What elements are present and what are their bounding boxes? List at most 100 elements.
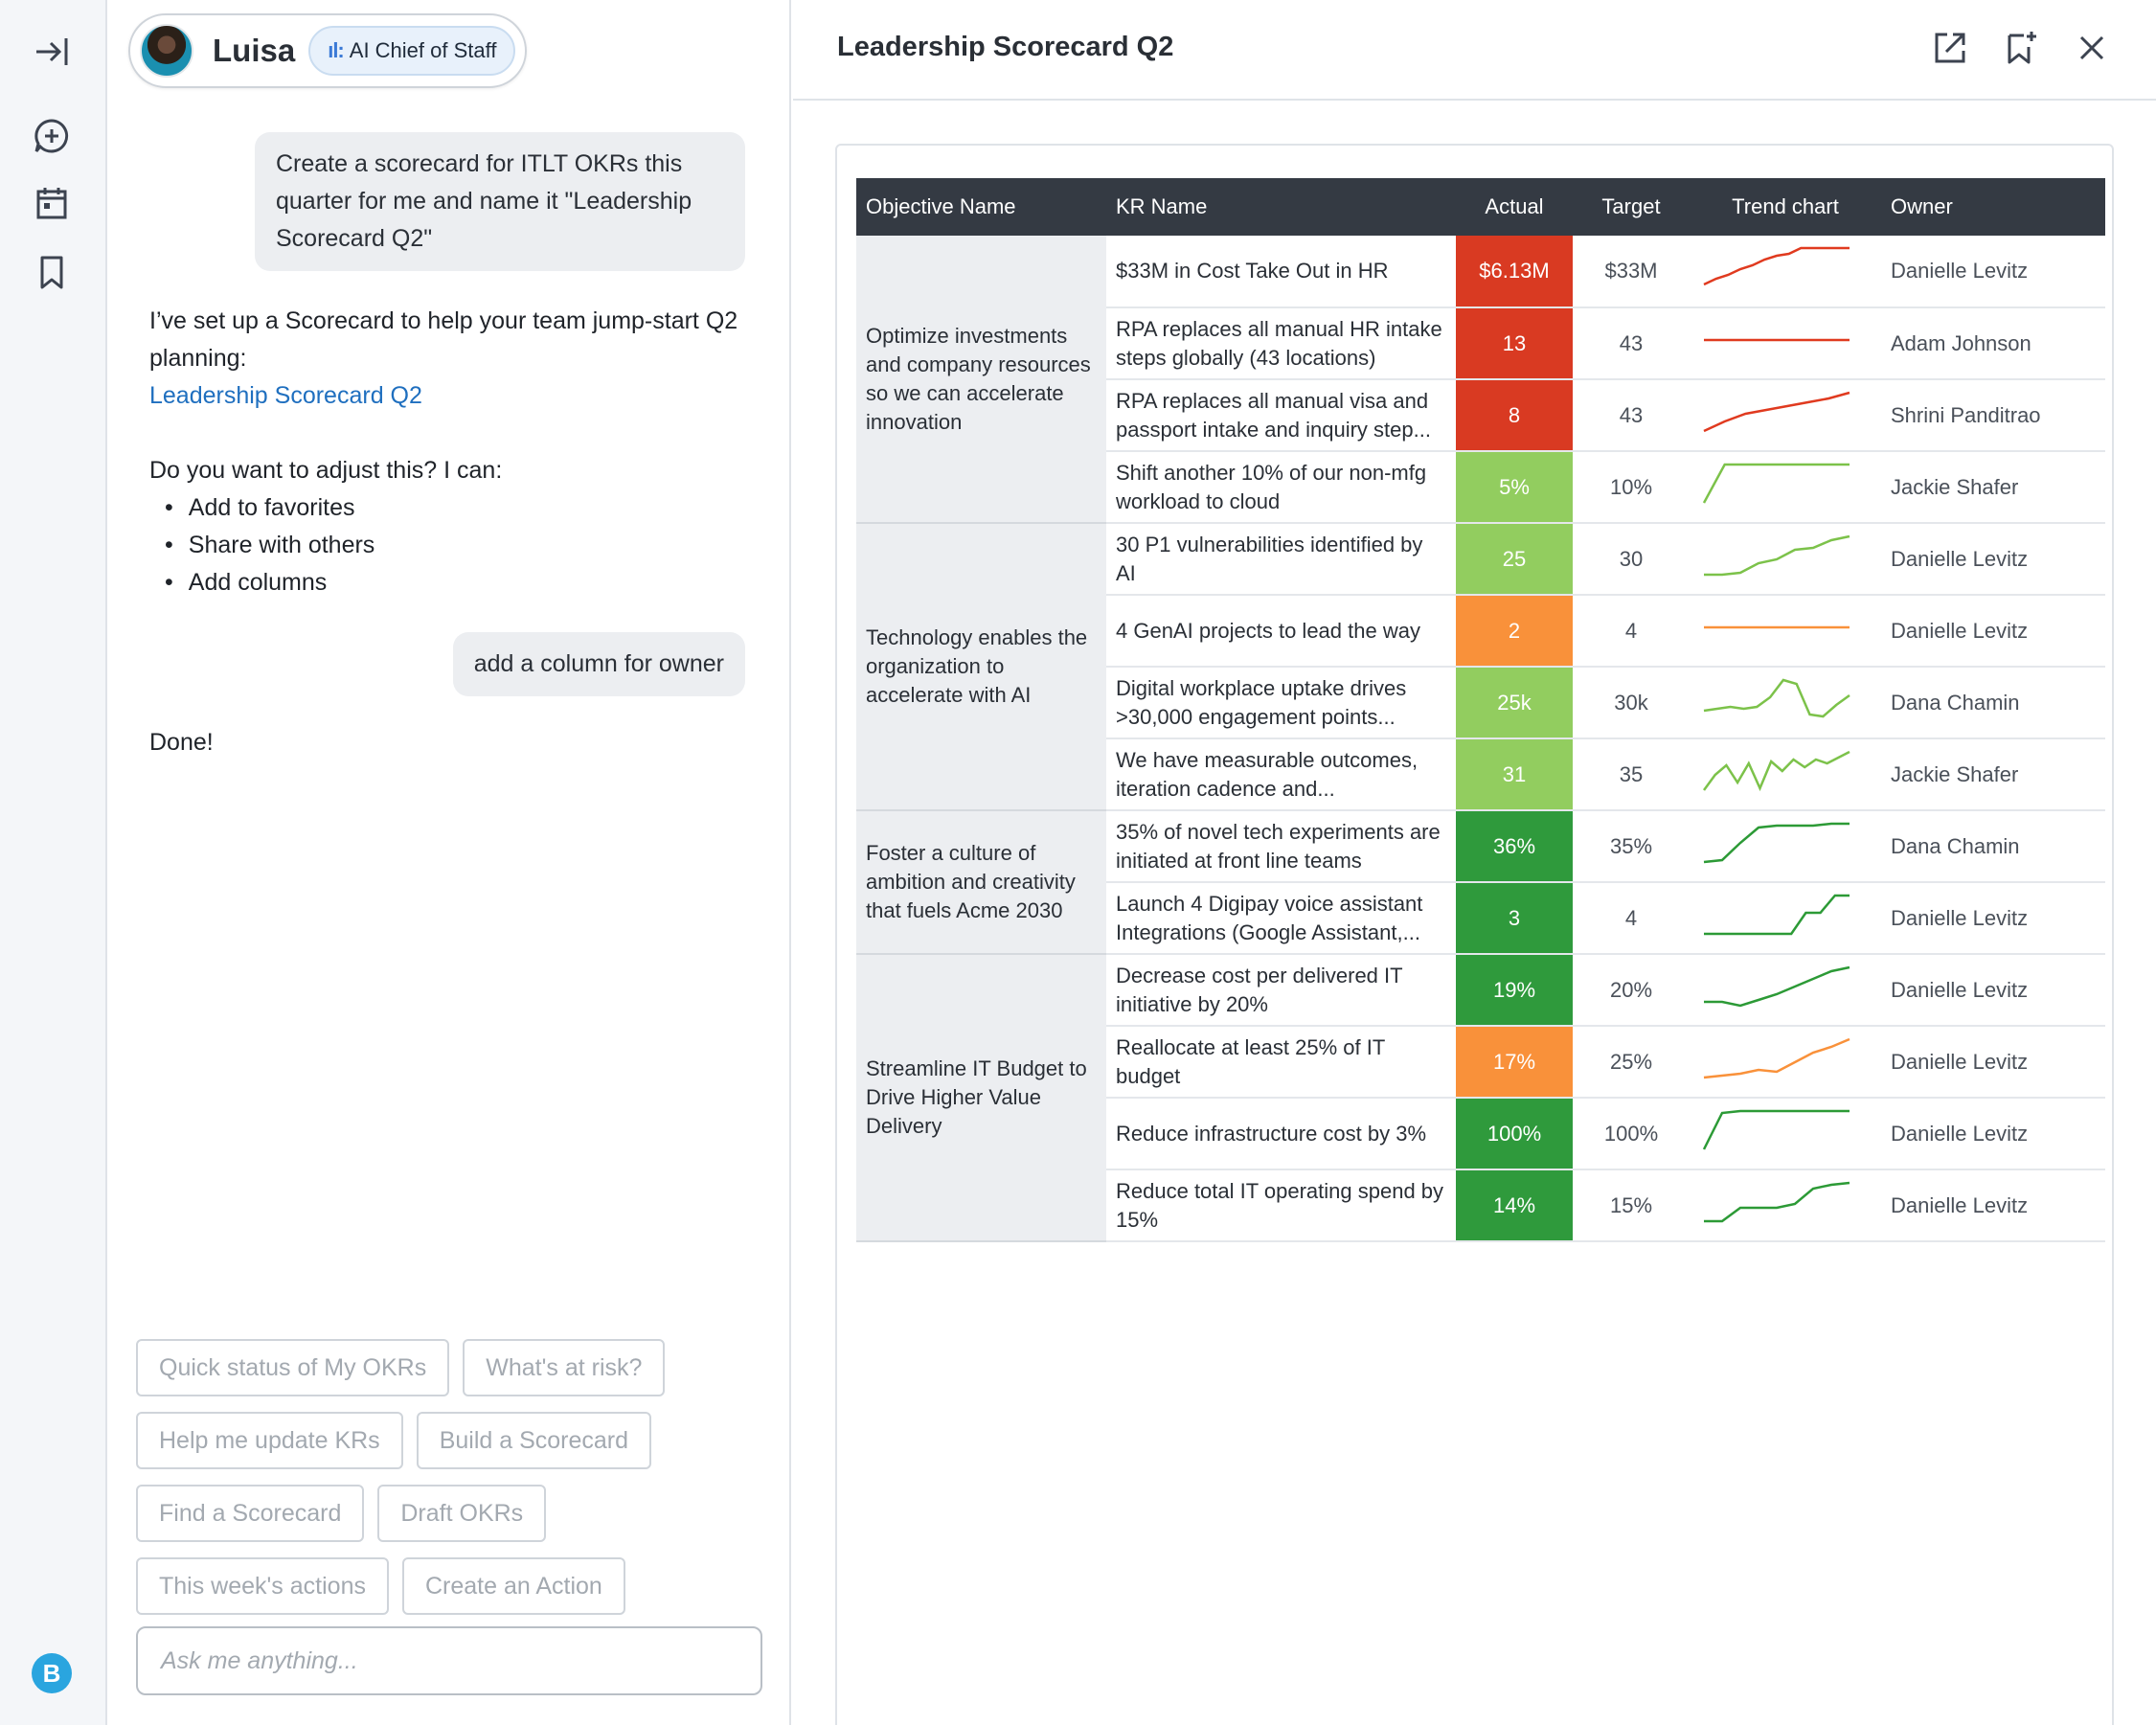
actual-cell[interactable]: 14%: [1456, 1169, 1573, 1242]
table-row[interactable]: Shift another 10% of our non-mfg workloa…: [856, 451, 2105, 524]
scorecard-link[interactable]: Leadership Scorecard Q2: [149, 382, 422, 409]
chip-create-action[interactable]: Create an Action: [401, 1557, 625, 1615]
col-header-owner[interactable]: Owner: [1881, 178, 2105, 236]
kr-name-cell[interactable]: We have measurable outcomes, iteration c…: [1106, 738, 1456, 811]
kr-name-cell[interactable]: Reduce total IT operating spend by 15%: [1106, 1169, 1456, 1242]
chip-quick-status[interactable]: Quick status of My OKRs: [136, 1339, 450, 1396]
agent-role-badge: ıl: AI Chief of Staff: [308, 26, 516, 76]
table-row[interactable]: Technology enables the organization to a…: [856, 523, 2105, 811]
kr-name: 30 P1 vulnerabilities identified by AI: [1116, 532, 1423, 585]
trend-chart-cell: [1690, 379, 1881, 452]
owner-cell[interactable]: Danielle Levitz: [1881, 1098, 2105, 1170]
table-row[interactable]: Optimize investments and company resourc…: [856, 236, 2105, 524]
col-header-objective[interactable]: Objective Name: [856, 178, 1106, 236]
chip-update-krs[interactable]: Help me update KRs: [136, 1412, 403, 1469]
target-cell: 4: [1573, 595, 1690, 668]
owner-cell[interactable]: Jackie Shafer: [1881, 451, 2105, 524]
owner-cell[interactable]: Danielle Levitz: [1881, 595, 2105, 668]
objective-cell[interactable]: Technology enables the organization to a…: [856, 523, 1106, 811]
table-row[interactable]: RPA replaces all manual visa and passpor…: [856, 379, 2105, 452]
collapse-icon[interactable]: [29, 29, 75, 75]
sparkline-series: [1703, 822, 1850, 863]
table-row[interactable]: Foster a culture of ambition and creativ…: [856, 810, 2105, 955]
chip-draft-okrs[interactable]: Draft OKRs: [377, 1485, 547, 1542]
kr-name-cell[interactable]: Reduce infrastructure cost by 3%: [1106, 1098, 1456, 1170]
owner-cell[interactable]: Danielle Levitz: [1881, 1169, 2105, 1242]
kr-name-cell[interactable]: 30 P1 vulnerabilities identified by AI: [1106, 523, 1456, 596]
kr-name: RPA replaces all manual HR intake steps …: [1116, 316, 1442, 370]
new-chat-icon[interactable]: [29, 113, 75, 159]
target-cell: 10%: [1573, 451, 1690, 524]
kr-name-cell[interactable]: Shift another 10% of our non-mfg workloa…: [1106, 451, 1456, 524]
owner-cell[interactable]: Danielle Levitz: [1881, 236, 2105, 308]
chip-whats-at-risk[interactable]: What's at risk?: [463, 1339, 666, 1396]
actual-cell[interactable]: 8: [1456, 379, 1573, 452]
owner-cell[interactable]: Danielle Levitz: [1881, 523, 2105, 596]
table-row[interactable]: RPA replaces all manual HR intake steps …: [856, 307, 2105, 380]
actual-cell[interactable]: 36%: [1456, 810, 1573, 883]
owner-cell[interactable]: Danielle Levitz: [1881, 1026, 2105, 1099]
col-header-actual[interactable]: Actual: [1456, 178, 1573, 236]
kr-name-cell[interactable]: Launch 4 Digipay voice assistant Integra…: [1106, 882, 1456, 955]
brand-logo-icon[interactable]: B: [32, 1653, 72, 1693]
agent-selector[interactable]: Luisa ıl: AI Chief of Staff: [128, 13, 527, 88]
left-rail: B: [0, 0, 107, 1725]
owner-cell[interactable]: Danielle Levitz: [1881, 882, 2105, 955]
owner-cell[interactable]: Danielle Levitz: [1881, 954, 2105, 1027]
actual-cell[interactable]: 100%: [1456, 1098, 1573, 1170]
chip-build-scorecard[interactable]: Build a Scorecard: [416, 1412, 652, 1469]
actual-cell[interactable]: 2: [1456, 595, 1573, 668]
actual-cell[interactable]: 17%: [1456, 1026, 1573, 1099]
kr-name-cell[interactable]: RPA replaces all manual visa and passpor…: [1106, 379, 1456, 452]
owner-cell[interactable]: Dana Chamin: [1881, 810, 2105, 883]
actual-cell[interactable]: 19%: [1456, 954, 1573, 1027]
ask-input[interactable]: Ask me anything...: [136, 1626, 762, 1695]
close-icon[interactable]: [2071, 27, 2113, 69]
col-header-trend[interactable]: Trend chart: [1690, 178, 1881, 236]
kr-name-cell[interactable]: Decrease cost per delivered IT initiativ…: [1106, 954, 1456, 1027]
avatar: [140, 24, 193, 78]
col-header-kr[interactable]: KR Name: [1106, 178, 1456, 236]
kr-name-cell[interactable]: Digital workplace uptake drives >30,000 …: [1106, 667, 1456, 739]
chip-find-scorecard[interactable]: Find a Scorecard: [136, 1485, 365, 1542]
sparkline-series: [1703, 678, 1850, 717]
assistant-message-text: I’ve set up a Scorecard to help your tea…: [149, 307, 738, 372]
bookmark-icon[interactable]: [29, 249, 75, 295]
actual-cell[interactable]: 5%: [1456, 451, 1573, 524]
objective-cell[interactable]: Optimize investments and company resourc…: [856, 236, 1106, 524]
col-header-target[interactable]: Target: [1573, 178, 1690, 236]
kr-name-cell[interactable]: 4 GenAI projects to lead the way: [1106, 595, 1456, 668]
sparkline: [1703, 246, 1850, 286]
kr-name-cell[interactable]: RPA replaces all manual HR intake steps …: [1106, 307, 1456, 380]
actual-cell[interactable]: 31: [1456, 738, 1573, 811]
actual-cell[interactable]: $6.13M: [1456, 236, 1573, 308]
actual-cell[interactable]: 13: [1456, 307, 1573, 380]
bookmark-add-icon[interactable]: [2000, 27, 2042, 69]
kr-name-cell[interactable]: $33M in Cost Take Out in HR: [1106, 236, 1456, 308]
chip-weeks-actions[interactable]: This week's actions: [136, 1557, 389, 1615]
table-row[interactable]: Reduce total IT operating spend by 15% 14…: [856, 1169, 2105, 1242]
ai-sparkle-icon: ıl:: [328, 38, 345, 62]
actual-cell[interactable]: 25: [1456, 523, 1573, 596]
objective-cell[interactable]: Foster a culture of ambition and creativ…: [856, 810, 1106, 955]
table-row[interactable]: Digital workplace uptake drives >30,000 …: [856, 667, 2105, 739]
table-row[interactable]: Launch 4 Digipay voice assistant Integra…: [856, 882, 2105, 955]
kr-name-cell[interactable]: Reallocate at least 25% of IT budget: [1106, 1026, 1456, 1099]
table-row[interactable]: 4 GenAI projects to lead the way 2 4 Daniel…: [856, 595, 2105, 668]
trend-chart-cell: [1690, 667, 1881, 739]
kr-name-cell[interactable]: 35% of novel tech experiments are initia…: [1106, 810, 1456, 883]
actual-cell[interactable]: 25k: [1456, 667, 1573, 739]
open-external-icon[interactable]: [1929, 27, 1971, 69]
table-row[interactable]: Streamline IT Budget to Drive Higher Val…: [856, 954, 2105, 1242]
table-row[interactable]: We have measurable outcomes, iteration c…: [856, 738, 2105, 811]
owner-cell[interactable]: Dana Chamin: [1881, 667, 2105, 739]
owner-cell[interactable]: Shrini Panditrao: [1881, 379, 2105, 452]
actual-cell[interactable]: 3: [1456, 882, 1573, 955]
table-row[interactable]: Reduce infrastructure cost by 3% 100% 100%…: [856, 1098, 2105, 1170]
owner-cell[interactable]: Jackie Shafer: [1881, 738, 2105, 811]
owner-cell[interactable]: Adam Johnson: [1881, 307, 2105, 380]
trend-chart-cell: [1690, 595, 1881, 668]
objective-cell[interactable]: Streamline IT Budget to Drive Higher Val…: [856, 954, 1106, 1242]
table-row[interactable]: Reallocate at least 25% of IT budget 17% 2…: [856, 1026, 2105, 1099]
calendar-icon[interactable]: [29, 180, 75, 226]
